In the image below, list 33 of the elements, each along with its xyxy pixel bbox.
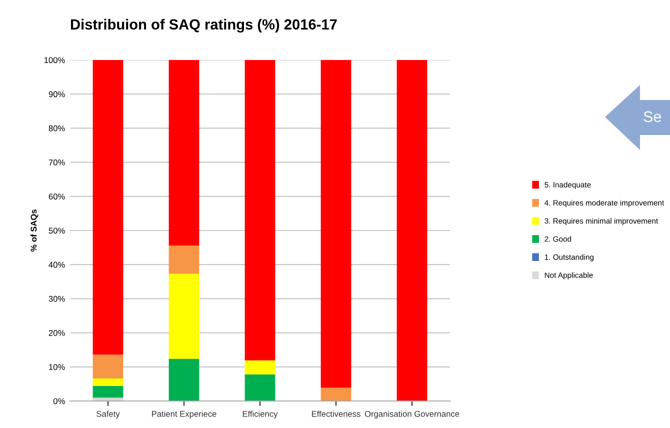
bar — [244, 60, 276, 360]
text: Se — [644, 111, 662, 122]
bar — [244, 360, 276, 374]
bar — [168, 358, 200, 401]
y-tick-label: 60% — [48, 194, 65, 200]
y-tick-label: 40% — [48, 262, 65, 268]
bar — [168, 274, 200, 359]
bar — [92, 386, 124, 398]
y-tick-label: 30% — [48, 296, 65, 302]
y-tick-label: 0% — [53, 398, 65, 404]
x-tick-label: Organisation Governance — [364, 410, 460, 418]
bar — [168, 246, 200, 274]
bar — [320, 60, 352, 388]
bar — [92, 60, 124, 355]
y-tick-label: 90% — [48, 91, 65, 98]
x-tick-label: Safety — [96, 410, 120, 418]
y-tick-label: 80% — [48, 125, 65, 132]
y-axis-title: % of SAQs — [30, 210, 38, 252]
bar — [244, 374, 276, 401]
x-tick-label: Efficiency — [242, 410, 278, 418]
bar — [396, 60, 428, 401]
bar — [168, 60, 200, 246]
x-tick-label: Patient Experiece — [152, 410, 216, 418]
bar — [320, 388, 352, 401]
y-tick-label: 100% — [44, 57, 65, 64]
y-tick-label: 20% — [48, 330, 65, 336]
y-tick-label: 50% — [48, 228, 65, 234]
y-tick-label: 70% — [48, 160, 65, 166]
bar — [92, 354, 124, 378]
chart-title: Distribuion of SAQ ratings (%) 2016-17 — [70, 18, 337, 33]
y-tick-label: 10% — [49, 364, 65, 370]
bar — [92, 378, 124, 386]
x-tick-label: Effectiveness — [312, 410, 360, 417]
